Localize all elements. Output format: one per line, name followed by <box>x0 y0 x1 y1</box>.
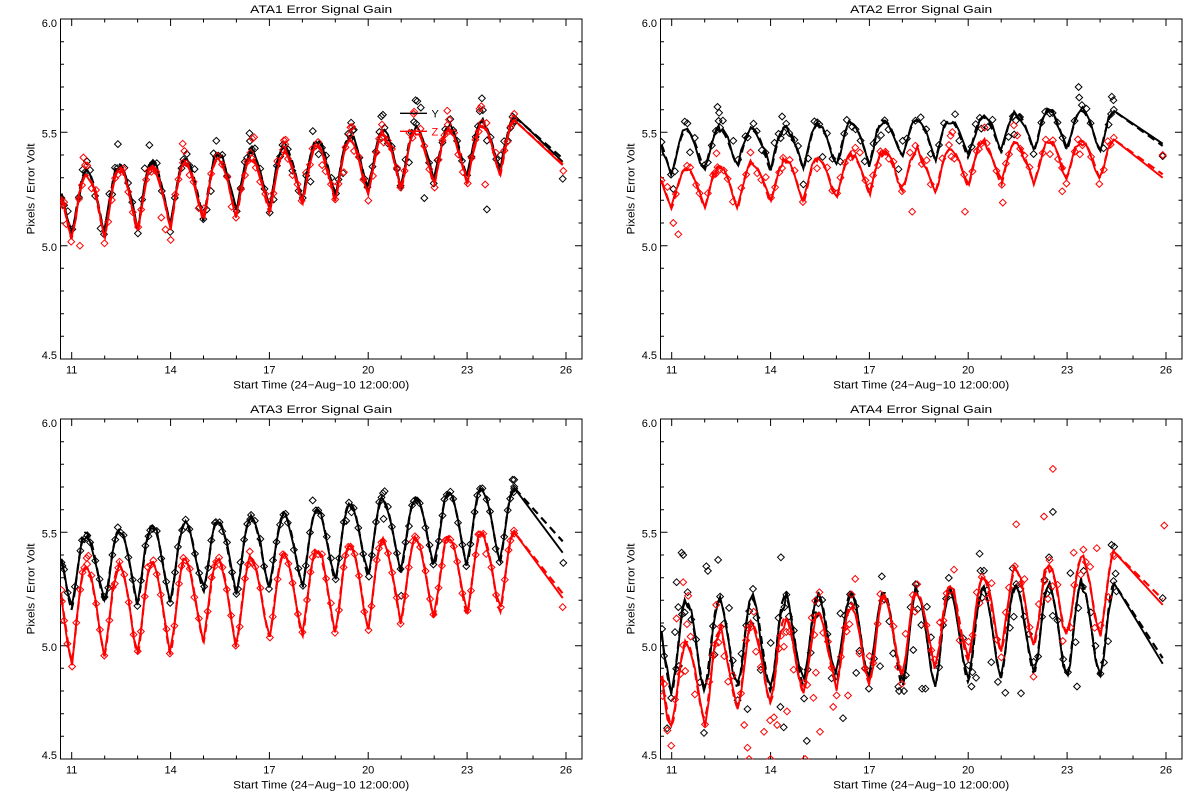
svg-text:17: 17 <box>263 765 275 777</box>
svg-text:Pixels / Error Volt: Pixels / Error Volt <box>26 544 38 635</box>
svg-text:5.5: 5.5 <box>42 529 57 541</box>
svg-text:23: 23 <box>1061 365 1073 377</box>
svg-text:5.5: 5.5 <box>642 129 657 141</box>
svg-text:Z: Z <box>432 126 439 138</box>
svg-text:17: 17 <box>263 365 275 377</box>
svg-text:5.5: 5.5 <box>42 129 57 141</box>
svg-text:26: 26 <box>1160 765 1172 777</box>
svg-text:20: 20 <box>962 765 974 777</box>
svg-text:26: 26 <box>1160 365 1172 377</box>
svg-text:Start Time (24−Aug−10 12:00:00: Start Time (24−Aug−10 12:00:00) <box>833 780 1009 792</box>
svg-text:4.5: 4.5 <box>642 350 657 362</box>
svg-text:4.5: 4.5 <box>642 750 657 762</box>
svg-text:23: 23 <box>1061 765 1073 777</box>
svg-text:14: 14 <box>764 365 776 377</box>
svg-text:Pixels / Error Volt: Pixels / Error Volt <box>26 144 38 235</box>
svg-text:6.0: 6.0 <box>642 18 657 30</box>
svg-text:20: 20 <box>362 365 374 377</box>
svg-text:17: 17 <box>863 765 875 777</box>
svg-text:23: 23 <box>461 365 473 377</box>
svg-text:14: 14 <box>764 765 776 777</box>
svg-text:11: 11 <box>66 365 77 377</box>
svg-text:20: 20 <box>962 365 974 377</box>
svg-text:5.0: 5.0 <box>42 642 57 654</box>
svg-text:20: 20 <box>362 765 374 777</box>
svg-text:5.0: 5.0 <box>642 642 657 654</box>
svg-text:ATA4 Error Signal Gain: ATA4 Error Signal Gain <box>850 404 992 416</box>
svg-text:11: 11 <box>666 365 677 377</box>
svg-text:11: 11 <box>666 765 677 777</box>
svg-text:4.5: 4.5 <box>42 350 57 362</box>
svg-text:ATA1 Error Signal Gain: ATA1 Error Signal Gain <box>250 4 392 16</box>
svg-text:26: 26 <box>560 765 572 777</box>
svg-text:5.5: 5.5 <box>642 529 657 541</box>
svg-text:17: 17 <box>863 365 875 377</box>
svg-text:5.0: 5.0 <box>642 242 657 254</box>
svg-text:Start Time (24−Aug−10 12:00:00: Start Time (24−Aug−10 12:00:00) <box>833 380 1009 392</box>
svg-text:Pixels / Error Volt: Pixels / Error Volt <box>626 144 638 235</box>
svg-text:26: 26 <box>560 365 572 377</box>
svg-text:6.0: 6.0 <box>642 418 657 430</box>
svg-text:4.5: 4.5 <box>42 750 57 762</box>
svg-text:14: 14 <box>164 365 176 377</box>
svg-text:ATA3 Error Signal Gain: ATA3 Error Signal Gain <box>250 404 392 416</box>
svg-text:11: 11 <box>66 765 77 777</box>
svg-text:5.0: 5.0 <box>42 242 57 254</box>
svg-text:Pixels / Error Volt: Pixels / Error Volt <box>626 544 638 635</box>
svg-text:Start Time (24−Aug−10 12:00:00: Start Time (24−Aug−10 12:00:00) <box>233 780 409 792</box>
svg-text:ATA2 Error Signal Gain: ATA2 Error Signal Gain <box>850 4 992 16</box>
svg-text:Y: Y <box>432 108 440 120</box>
svg-text:14: 14 <box>164 765 176 777</box>
svg-text:Start Time (24−Aug−10 12:00:00: Start Time (24−Aug−10 12:00:00) <box>233 380 409 392</box>
svg-text:23: 23 <box>461 765 473 777</box>
svg-text:6.0: 6.0 <box>42 18 57 30</box>
svg-text:6.0: 6.0 <box>42 418 57 430</box>
